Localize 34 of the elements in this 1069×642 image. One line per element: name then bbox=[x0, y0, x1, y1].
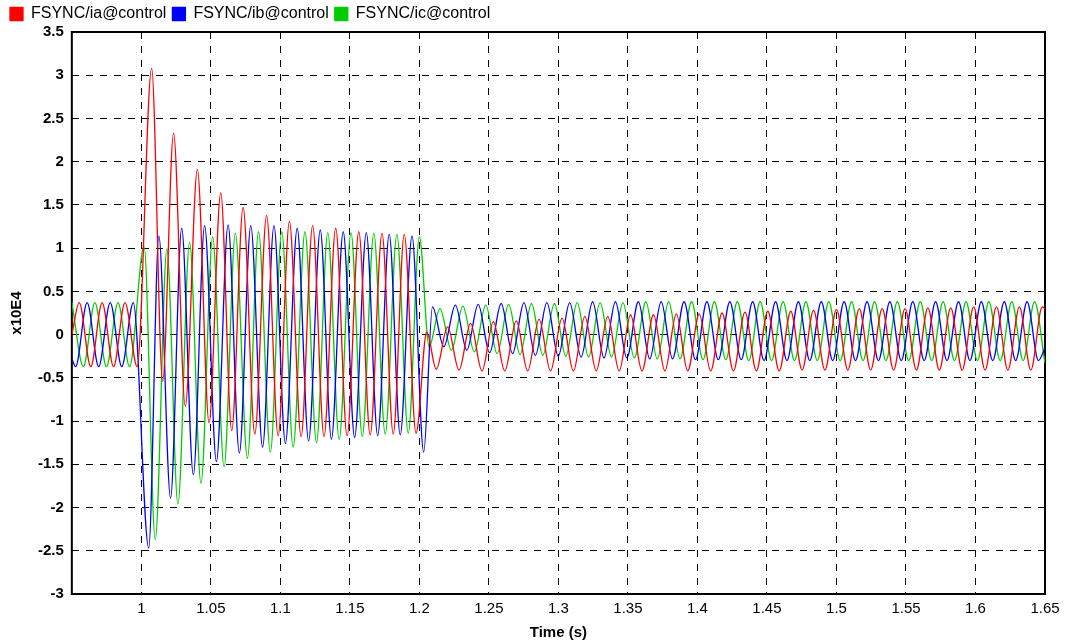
x-tick-label: 1.05 bbox=[196, 599, 226, 617]
y-tick-label: -3 bbox=[50, 584, 64, 602]
legend-label: FSYNC/ib@control bbox=[193, 4, 329, 22]
y-tick-label: -1.5 bbox=[37, 454, 64, 472]
y-tick-label: 0.5 bbox=[42, 281, 64, 299]
x-tick-label: 1.35 bbox=[613, 599, 643, 617]
x-tick-label: 1.4 bbox=[687, 599, 708, 617]
x-tick-label: 1.5 bbox=[826, 599, 847, 617]
x-tick-label: 1.15 bbox=[335, 599, 365, 617]
y-tick-label: 3.5 bbox=[42, 22, 64, 40]
y-tick-label: 3 bbox=[55, 65, 64, 83]
x-tick-label: 1.3 bbox=[547, 599, 569, 617]
y-axis-title: x10E4 bbox=[7, 290, 25, 335]
x-tick-label: 1.2 bbox=[408, 599, 430, 617]
y-tick-label: 1.5 bbox=[42, 195, 64, 213]
x-tick-label: 1.25 bbox=[474, 599, 504, 617]
x-tick-label: 1.6 bbox=[965, 599, 986, 617]
x-axis-title: Time (s) bbox=[529, 623, 588, 641]
legend-label: FSYNC/ia@control bbox=[31, 4, 167, 22]
line-series bbox=[71, 67, 1045, 438]
y-tick-label: 2.5 bbox=[42, 108, 64, 126]
y-tick-label: -2.5 bbox=[37, 540, 64, 558]
x-tick-label: 1.1 bbox=[269, 599, 291, 617]
y-tick-label: 1 bbox=[55, 238, 64, 256]
x-tick-label: 1 bbox=[137, 599, 146, 617]
y-tick-label: -0.5 bbox=[37, 367, 64, 385]
legend-label: FSYNC/ic@control bbox=[355, 4, 491, 22]
x-tick-label: 1.45 bbox=[752, 599, 782, 617]
x-tick-label: 1.65 bbox=[1030, 599, 1060, 617]
y-tick-label: -1 bbox=[50, 411, 64, 429]
x-tick-label: 1.55 bbox=[891, 599, 921, 617]
y-tick-label: 0 bbox=[55, 324, 64, 342]
y-tick-label: -2 bbox=[50, 497, 64, 515]
y-tick-label: 2 bbox=[55, 151, 64, 169]
